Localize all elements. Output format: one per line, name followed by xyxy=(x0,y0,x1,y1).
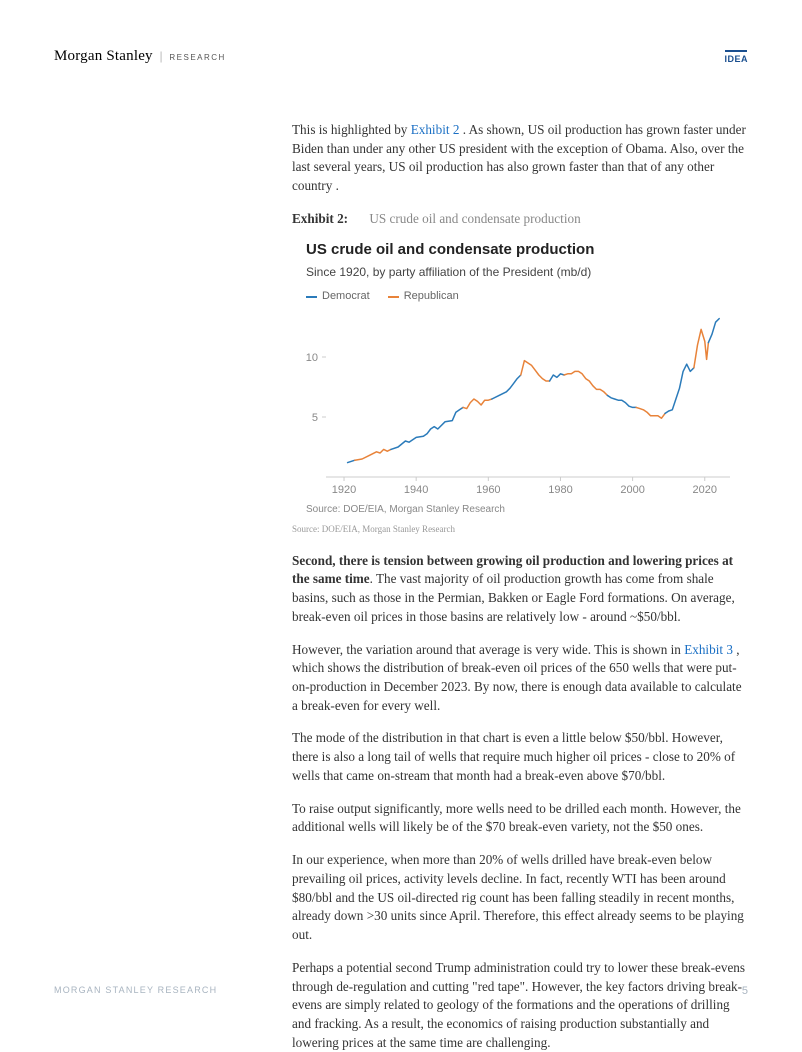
legend-republican: Republican xyxy=(388,289,459,305)
p3-lead: However, the variation around that avera… xyxy=(292,642,684,657)
brand-name: Morgan Stanley xyxy=(54,48,153,65)
brand-separator: | xyxy=(160,48,163,64)
svg-text:1940: 1940 xyxy=(404,484,428,496)
legend-democrat-swatch xyxy=(306,296,317,298)
chart-source-inner: Source: DOE/EIA, Morgan Stanley Research xyxy=(306,503,740,517)
exhibit-2-link[interactable]: Exhibit 2 xyxy=(411,122,460,137)
paragraph-2: Second, there is tension between growing… xyxy=(292,552,748,627)
footer-brand: MORGAN STANLEY RESEARCH xyxy=(54,985,217,997)
paragraph-5: To raise output significantly, more well… xyxy=(292,800,748,837)
svg-text:2000: 2000 xyxy=(620,484,644,496)
page-header: Morgan Stanley | RESEARCH IDEA xyxy=(54,48,748,65)
brand-subunit: RESEARCH xyxy=(169,53,225,62)
exhibit-2-title: US crude oil and condensate production xyxy=(369,211,580,226)
paragraph-4: The mode of the distribution in that cha… xyxy=(292,729,748,785)
idea-badge-text: IDEA xyxy=(724,54,748,64)
legend-democrat-label: Democrat xyxy=(322,289,370,305)
svg-text:1920: 1920 xyxy=(332,484,356,496)
legend-democrat: Democrat xyxy=(306,289,370,305)
paragraph-3: However, the variation around that avera… xyxy=(292,641,748,716)
idea-badge-bar xyxy=(725,50,747,52)
exhibit-2-chart: US crude oil and condensate production S… xyxy=(292,239,740,517)
idea-badge: IDEA xyxy=(724,50,748,64)
svg-text:1980: 1980 xyxy=(548,484,572,496)
svg-text:10: 10 xyxy=(306,352,318,364)
body-column: This is highlighted by Exhibit 2 . As sh… xyxy=(292,121,748,1052)
chart-plot-area: 5 10 1920 1940 1960 1980 2000 2020 xyxy=(292,309,740,499)
chart-subtitle: Since 1920, by party affiliation of the … xyxy=(306,264,740,281)
exhibit-2-label: Exhibit 2: xyxy=(292,211,348,226)
chart-source-outer: Source: DOE/EIA, Morgan Stanley Research xyxy=(292,523,748,536)
paragraph-6: In our experience, when more than 20% of… xyxy=(292,851,748,945)
chart-legend: Democrat Republican xyxy=(306,289,740,305)
chart-svg: 5 10 1920 1940 1960 1980 2000 2020 xyxy=(292,309,740,499)
svg-text:2020: 2020 xyxy=(693,484,717,496)
svg-text:5: 5 xyxy=(312,412,318,424)
chart-title: US crude oil and condensate production xyxy=(306,239,740,260)
paragraph-1: This is highlighted by Exhibit 2 . As sh… xyxy=(292,121,748,196)
legend-republican-swatch xyxy=(388,296,399,298)
p1-lead: This is highlighted by xyxy=(292,122,411,137)
svg-text:1960: 1960 xyxy=(476,484,500,496)
legend-republican-label: Republican xyxy=(404,289,459,305)
page-number: 5 xyxy=(742,985,748,997)
exhibit-2-head: Exhibit 2: US crude oil and condensate p… xyxy=(292,210,748,229)
exhibit-3-link[interactable]: Exhibit 3 xyxy=(684,642,733,657)
paragraph-7: Perhaps a potential second Trump adminis… xyxy=(292,959,748,1052)
document-page: Morgan Stanley | RESEARCH IDEA This is h… xyxy=(0,0,802,1037)
page-footer: MORGAN STANLEY RESEARCH 5 xyxy=(54,985,748,997)
brand-lockup: Morgan Stanley | RESEARCH xyxy=(54,48,226,65)
